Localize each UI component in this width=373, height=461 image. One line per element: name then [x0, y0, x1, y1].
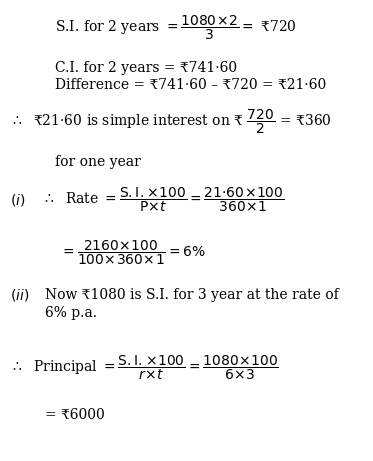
- Text: Now ₹1080 is S.I. for 3 year at the rate of: Now ₹1080 is S.I. for 3 year at the rate…: [45, 288, 339, 302]
- Text: for one year: for one year: [55, 155, 141, 169]
- Text: Difference = ₹741·60 – ₹720 = ₹21·60: Difference = ₹741·60 – ₹720 = ₹21·60: [55, 78, 326, 92]
- Text: C.I. for 2 years = ₹741·60: C.I. for 2 years = ₹741·60: [55, 61, 237, 75]
- Text: $(ii)$: $(ii)$: [10, 287, 29, 303]
- Text: S.I. for 2 years $= \dfrac{1080\!\times\!2}{3} =$ ₹720: S.I. for 2 years $= \dfrac{1080\!\times\…: [55, 14, 297, 42]
- Text: $\therefore$  Rate $= \dfrac{\rm S.I.\!\times\!100}{\rm P\!\times\! \mathit{t}} : $\therefore$ Rate $= \dfrac{\rm S.I.\!\t…: [42, 186, 285, 214]
- Text: $\therefore$  Principal $= \dfrac{\rm S.I.\!\times\!100}{\mathit{r}\!\times\!\ma: $\therefore$ Principal $= \dfrac{\rm S.I…: [10, 354, 279, 382]
- Text: 6% p.a.: 6% p.a.: [45, 306, 97, 320]
- Text: $(i)$: $(i)$: [10, 192, 25, 208]
- Text: $= \dfrac{2160\!\times\!100}{100\!\times\!360\!\times\!1} = 6\%$: $= \dfrac{2160\!\times\!100}{100\!\times…: [60, 239, 206, 267]
- Text: $\therefore$  ₹21·60 is simple interest on ₹ $\dfrac{720}{2}$ = ₹360: $\therefore$ ₹21·60 is simple interest o…: [10, 108, 332, 136]
- Text: = ₹6000: = ₹6000: [45, 408, 105, 422]
